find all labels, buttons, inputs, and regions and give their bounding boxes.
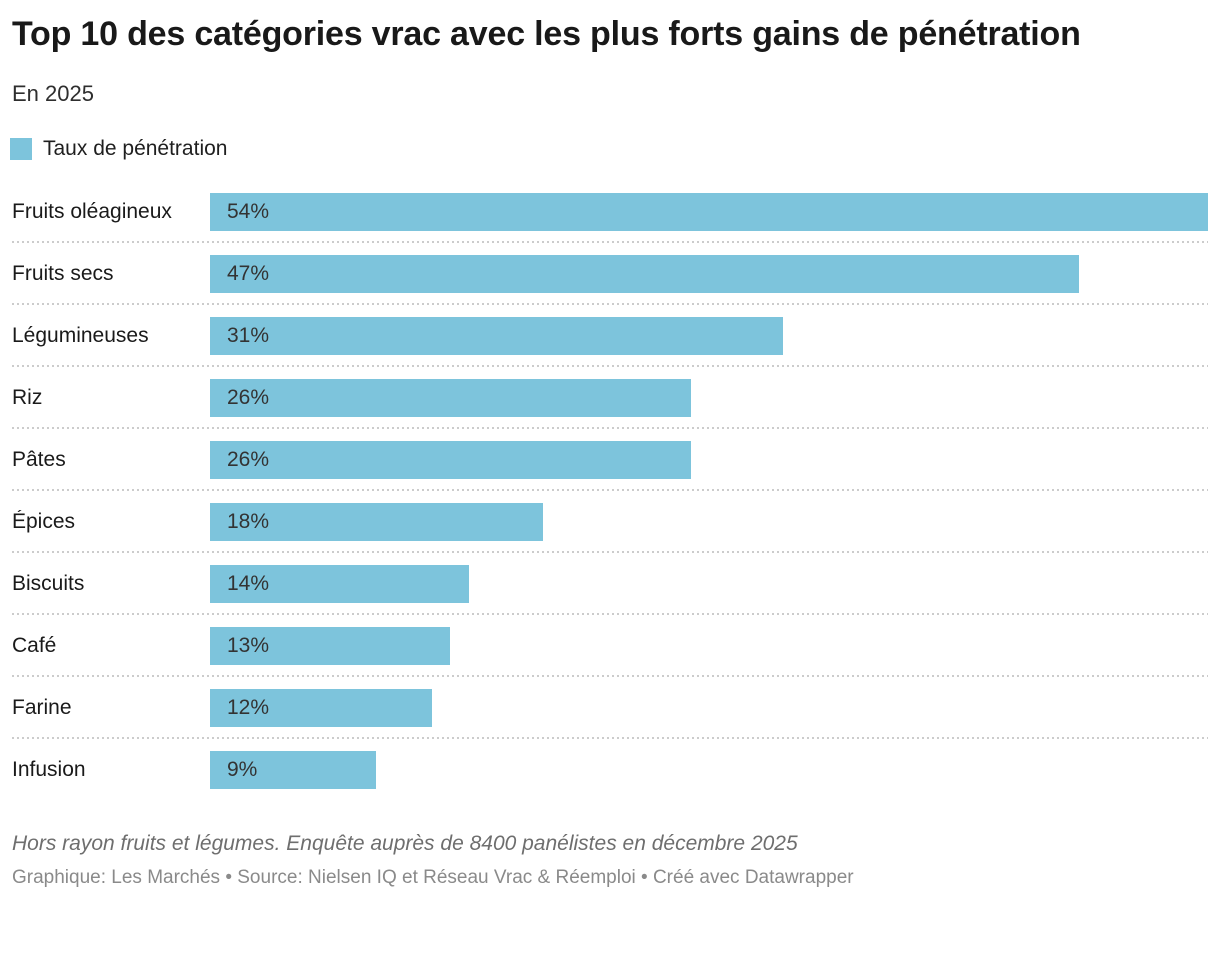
bar-row: Épices 18% bbox=[12, 491, 1208, 553]
bar-track: 26% bbox=[210, 441, 1208, 479]
bar[interactable]: 18% bbox=[210, 503, 543, 541]
chart-byline: Graphique: Les Marchés • Source: Nielsen… bbox=[12, 867, 854, 888]
chart-notes: Hors rayon fruits et légumes. Enquête au… bbox=[12, 832, 798, 855]
category-label: Fruits secs bbox=[12, 262, 114, 285]
bar-row: Farine 12% bbox=[12, 677, 1208, 739]
bar-row: Café 13% bbox=[12, 615, 1208, 677]
bar[interactable]: 14% bbox=[210, 565, 469, 603]
bar-value-label: 26% bbox=[227, 386, 270, 409]
category-label: Infusion bbox=[12, 758, 86, 781]
bar[interactable]: 54% bbox=[210, 193, 1208, 231]
bar-value-label: 31% bbox=[227, 324, 270, 347]
bar-value-label: 13% bbox=[227, 634, 270, 657]
bar[interactable]: 26% bbox=[210, 441, 691, 479]
category-label: Café bbox=[12, 634, 57, 657]
bar-track: 13% bbox=[210, 627, 1208, 665]
legend-label: Taux de pénétration bbox=[43, 137, 228, 160]
bar-value-label: 54% bbox=[227, 200, 270, 223]
bar-track: 18% bbox=[210, 503, 1208, 541]
bar-value-label: 14% bbox=[227, 572, 270, 595]
category-label: Biscuits bbox=[12, 572, 85, 595]
bar-row: Fruits secs 47% bbox=[12, 243, 1208, 305]
legend-swatch-icon bbox=[10, 138, 32, 160]
bar-row: Infusion 9% bbox=[12, 739, 1208, 801]
bar-value-label: 9% bbox=[227, 758, 258, 781]
legend: Taux de pénétration bbox=[10, 137, 1208, 160]
bar-row: Légumineuses 31% bbox=[12, 305, 1208, 367]
bar-track: 54% bbox=[210, 193, 1208, 231]
bar-value-label: 47% bbox=[227, 262, 270, 285]
bar-track: 12% bbox=[210, 689, 1208, 727]
bar-track: 26% bbox=[210, 379, 1208, 417]
bar-track: 9% bbox=[210, 751, 1208, 789]
bar-track: 47% bbox=[210, 255, 1208, 293]
bar[interactable]: 13% bbox=[210, 627, 451, 665]
chart-subtitle: En 2025 bbox=[12, 81, 94, 106]
bar[interactable]: 31% bbox=[210, 317, 783, 355]
chart-title: Top 10 des catégories vrac avec les plus… bbox=[12, 15, 1081, 53]
bar-track: 31% bbox=[210, 317, 1208, 355]
bar[interactable]: 12% bbox=[210, 689, 432, 727]
category-label: Épices bbox=[12, 510, 76, 533]
bar-row: Pâtes 26% bbox=[12, 429, 1208, 491]
bar-track: 14% bbox=[210, 565, 1208, 603]
bar[interactable]: 26% bbox=[210, 379, 691, 417]
bar-value-label: 12% bbox=[227, 696, 270, 719]
category-label: Fruits oléagineux bbox=[12, 200, 172, 223]
category-label: Farine bbox=[12, 696, 72, 719]
bar-row: Fruits oléagineux 54% bbox=[12, 181, 1208, 243]
bar-row: Biscuits 14% bbox=[12, 553, 1208, 615]
bar-row: Riz 26% bbox=[12, 367, 1208, 429]
bar[interactable]: 47% bbox=[210, 255, 1079, 293]
bar-value-label: 26% bbox=[227, 448, 270, 471]
bar-chart: Fruits oléagineux 54% Fruits secs 47% Légumi… bbox=[12, 181, 1208, 801]
bar[interactable]: 9% bbox=[210, 751, 377, 789]
category-label: Légumineuses bbox=[12, 324, 149, 347]
bar-value-label: 18% bbox=[227, 510, 270, 533]
category-label: Riz bbox=[12, 386, 43, 409]
category-label: Pâtes bbox=[12, 448, 66, 471]
